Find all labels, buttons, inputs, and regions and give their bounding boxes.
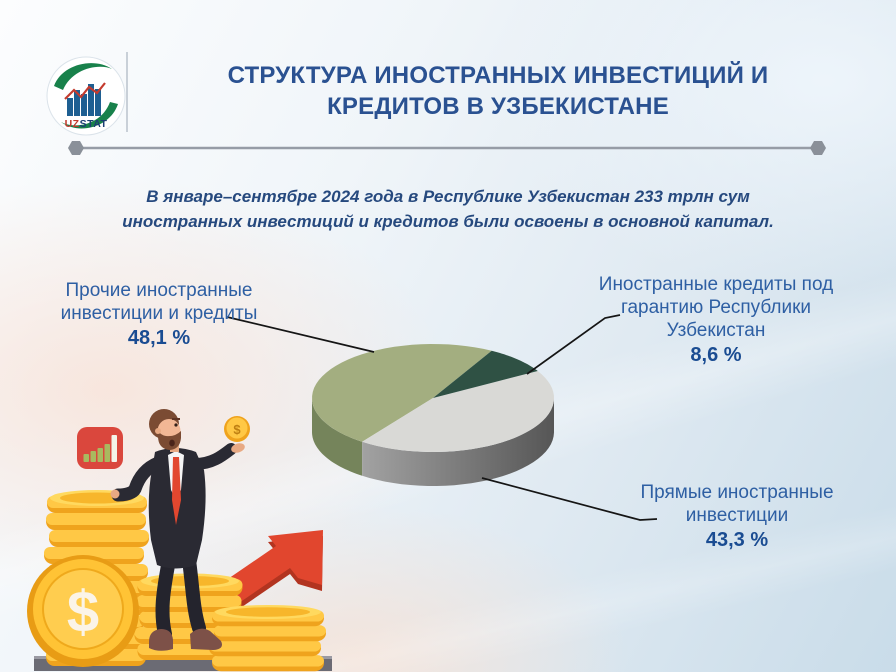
callout-other-investments: Прочие иностранные инвестиции и кредиты … <box>44 279 274 350</box>
hand-right <box>231 443 245 453</box>
shoe-left <box>149 629 173 651</box>
callout-label: инвестиции и кредиты <box>60 303 258 324</box>
eye <box>174 423 178 427</box>
floating-coin-icon: $ <box>224 416 250 442</box>
callout-label: гарантию Республики <box>620 297 812 318</box>
title-rule <box>68 141 826 155</box>
callout-label: инвестиции <box>685 505 789 526</box>
arm-right <box>189 443 237 470</box>
callout-label: Прямые иностранные <box>640 482 834 503</box>
beard <box>158 430 181 450</box>
callout-label: Иностранные кредиты под <box>598 274 834 295</box>
logo-trend-line-icon <box>64 82 106 100</box>
dollar-sign: $ <box>67 580 99 645</box>
tie <box>172 457 181 525</box>
callout-direct-investments: Прямые иностранные инвестиции 43,3 % <box>607 481 867 552</box>
logo-bar-chart-icon <box>67 84 101 116</box>
callout-label: Прочие иностранные <box>65 280 253 301</box>
callout-value: 48,1 % <box>127 327 191 349</box>
header-divider <box>126 52 128 132</box>
page-title-line2: КРЕДИТОВ В УЗБЕКИСТАНЕ <box>327 93 669 120</box>
hexagon-end-left-icon <box>68 141 84 155</box>
leader-line-other <box>226 316 375 353</box>
logo-swoosh-bottom-icon <box>61 102 118 129</box>
businessman <box>110 409 245 651</box>
callout-label: Узбекистан <box>666 320 766 341</box>
callout-value: 8,6 % <box>690 344 742 366</box>
logo-swoosh-top-icon <box>54 63 112 90</box>
subtitle: В январе–сентябре 2024 года в Республике… <box>98 184 798 234</box>
leg-left <box>155 553 176 641</box>
hexagon-end-right-icon <box>810 141 826 155</box>
bar-chart-badge-icon <box>77 427 123 469</box>
page-title: СТРУКТУРА ИНОСТРАННЫХ ИНВЕСТИЦИЙ И КРЕДИ… <box>140 60 856 122</box>
ear <box>155 428 161 434</box>
mouth <box>169 439 175 447</box>
arm-left <box>111 456 165 502</box>
leader-line-direct <box>481 477 658 521</box>
page-title-line1: СТРУКТУРА ИНОСТРАННЫХ ИНВЕСТИЦИЙ И <box>227 62 769 89</box>
small-dollar-sign: $ <box>233 422 241 437</box>
leg-right <box>182 553 206 635</box>
subtitle-line1: В январе–сентябре 2024 года в Республике… <box>146 187 750 206</box>
callout-guaranteed-credits: Иностранные кредиты под гарантию Республ… <box>586 273 846 367</box>
callout-value: 43,3 % <box>705 529 769 551</box>
logo-wordmark: UZSTAT <box>65 118 108 130</box>
uzstat-logo: UZSTAT <box>46 56 126 136</box>
subtitle-line2: иностранных инвестиций и кредитов были о… <box>122 212 774 231</box>
dollar-coin: $ <box>27 555 139 667</box>
hand-left <box>110 489 120 499</box>
leader-line-guaranteed <box>526 314 621 375</box>
shoe-right <box>190 628 222 650</box>
coin-stack-right <box>209 605 326 672</box>
